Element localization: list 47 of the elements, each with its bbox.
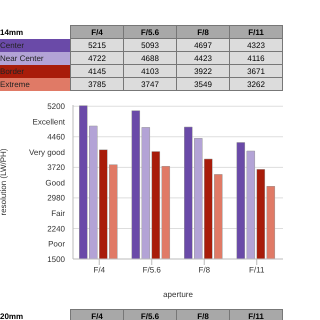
y-tick-label: 3720 — [47, 163, 66, 172]
y-tick-label: 2980 — [47, 194, 66, 203]
category-label: F/4 — [91, 312, 103, 320]
data-label: 4116 — [230, 52, 282, 64]
data-label: 4423 — [176, 52, 230, 64]
y-tick-label: Poor — [48, 240, 66, 249]
x-axis-title: aperture — [163, 290, 194, 299]
data-label: 5093 — [124, 38, 176, 52]
data-label: 3671 — [230, 64, 282, 78]
category-label: F/11 — [248, 28, 264, 36]
y-tick-label: Fair — [51, 209, 66, 218]
category-label: F/5.6 — [140, 312, 160, 320]
data-label: 4697 — [176, 38, 230, 52]
data-label: 5215 — [70, 38, 124, 52]
x-tick-label: F/11 — [249, 266, 266, 275]
text: Center — [0, 38, 70, 52]
data-label: 4323 — [230, 38, 282, 52]
category-label: F/5.6 — [140, 28, 160, 36]
chart-title: 14mm — [0, 26, 24, 38]
text: 20mm — [0, 310, 24, 320]
data-label: 3549 — [176, 78, 230, 90]
data-label: 4722 — [70, 52, 124, 64]
y-tick-label: 1500 — [47, 254, 66, 264]
data-label: 4145 — [70, 64, 124, 78]
y-tick-label: Good — [45, 178, 65, 188]
y-tick-label: Excellent — [32, 117, 66, 126]
y-tick-label: 4460 — [47, 132, 66, 142]
text: Border — [0, 64, 70, 78]
category-label: F/4 — [91, 28, 103, 36]
data-label: 3747 — [124, 78, 176, 90]
text: Extreme — [0, 78, 70, 90]
y-tick-label: 5200 — [47, 102, 66, 112]
data-label: 4688 — [124, 52, 176, 64]
x-tick-label: F/4 — [93, 266, 106, 275]
category-label: F/8 — [197, 28, 209, 36]
data-label: 4103 — [124, 64, 176, 78]
y-tick-label: 2240 — [47, 224, 66, 234]
x-tick-label: F/5.6 — [142, 266, 162, 275]
text: Near Center — [0, 52, 70, 64]
category-label: F/8 — [197, 312, 209, 320]
y-axis-title: resolution (LW/PH) — [0, 148, 8, 216]
x-tick-label: F/8 — [198, 266, 211, 275]
data-label: 3922 — [176, 64, 230, 78]
category-label: F/11 — [248, 312, 264, 320]
y-tick-label: Very good — [28, 148, 65, 157]
data-label: 3262 — [230, 78, 282, 90]
data-label: 3785 — [70, 78, 124, 90]
